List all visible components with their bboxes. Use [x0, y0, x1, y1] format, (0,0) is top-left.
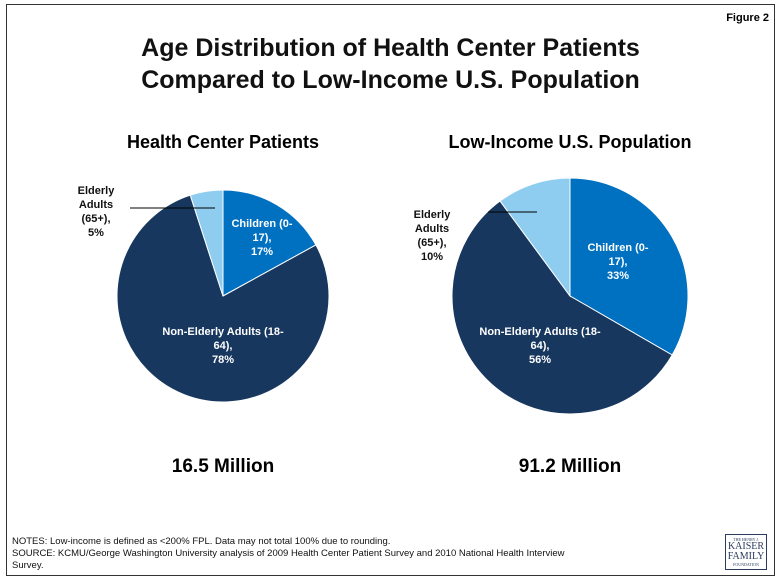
- slice-value-label: 5%: [88, 227, 104, 239]
- slice-value-label: 56%: [528, 354, 552, 366]
- slice-value-label: 78%: [211, 354, 235, 366]
- slice-label: Elderly Adults (65+), 5%: [71, 184, 121, 240]
- pie-slice: [569, 177, 689, 356]
- slice-value-label: 17%: [250, 246, 274, 258]
- pie-slice: [222, 189, 317, 297]
- logo-text: FOUNDATION: [733, 562, 759, 567]
- pie-slice: [499, 177, 571, 298]
- slice-value-label: 10%: [420, 251, 444, 263]
- slice-label: Non-Elderly Adults (18-64), 78%: [153, 325, 293, 367]
- title-line: Compared to Low-Income U.S. Population: [141, 66, 640, 94]
- notes: NOTES: Low-income is defined as <200% FP…: [12, 536, 391, 547]
- logo: THE HENRY J. KAISER FAMILY FOUNDATION: [725, 534, 767, 570]
- title-line: Age Distribution of Health Center Patien…: [141, 34, 640, 62]
- slice-value-label: 33%: [606, 270, 630, 282]
- slice-label: Children (0-17), 17%: [227, 217, 297, 259]
- slice-label: Elderly Adults (65+), 10%: [407, 208, 457, 264]
- total-label: 16.5 Million: [171, 456, 275, 477]
- logo-text: KAISER: [727, 541, 765, 552]
- pie-slice: [189, 189, 224, 297]
- logo-text: FAMILY: [727, 551, 765, 562]
- pie-slice: [451, 200, 673, 415]
- figure-label: Figure 2: [726, 12, 769, 24]
- pie-title: Health Center Patients: [126, 132, 320, 152]
- total-label: 91.2 Million: [518, 456, 622, 477]
- slice-label: Children (0-17), 33%: [583, 241, 653, 283]
- slice-label: Non-Elderly Adults (18-64), 56%: [470, 325, 610, 367]
- pie-title: Low-Income U.S. Population: [448, 132, 692, 152]
- pie-slice: [116, 194, 330, 403]
- source: SOURCE: KCMU/George Washington Universit…: [12, 548, 565, 571]
- frame: [6, 4, 775, 576]
- logo-text: THE HENRY J.: [733, 537, 759, 542]
